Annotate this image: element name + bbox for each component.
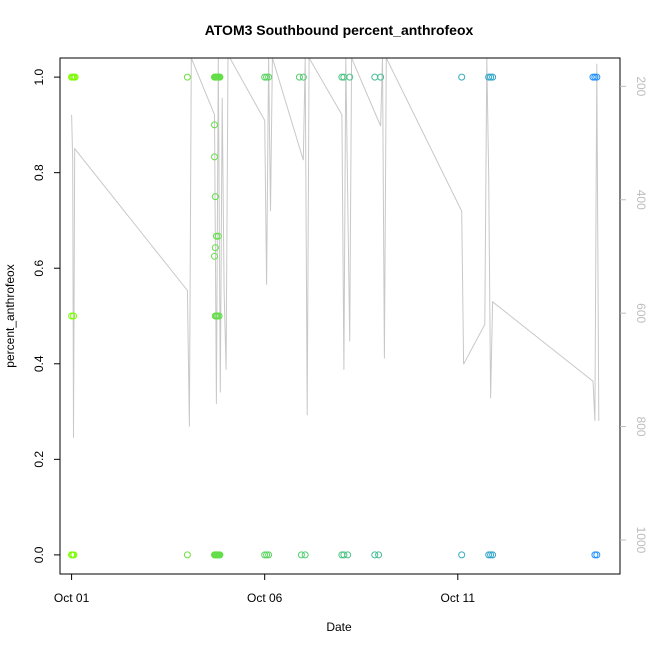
data-point: [593, 73, 601, 81]
data-point: [265, 73, 273, 81]
data-point: [68, 312, 76, 320]
data-point: [458, 73, 466, 81]
data-point: [591, 551, 599, 559]
data-point: [70, 312, 77, 320]
depth-line: [71, 58, 600, 438]
right-tick-label: 400: [634, 190, 648, 210]
right-tick-label: 800: [634, 417, 648, 437]
data-point: [216, 73, 224, 81]
right-tick-label: 200: [634, 76, 648, 96]
data-point: [591, 73, 599, 81]
data-point: [489, 551, 497, 559]
data-point: [487, 73, 495, 81]
data-point: [211, 153, 218, 161]
x-tick-label: Oct 01: [54, 591, 90, 605]
data-point: [211, 121, 218, 129]
data-point: [261, 551, 269, 559]
data-point: [211, 244, 219, 252]
data-point: [344, 551, 352, 559]
data-point: [371, 551, 379, 559]
data-point: [485, 73, 493, 81]
data-point: [377, 73, 385, 81]
data-point: [589, 73, 597, 81]
chart-title: ATOM3 Southbound percent_anthrofeox: [205, 22, 474, 38]
y-tick-label: 0.6: [32, 260, 46, 277]
data-point: [70, 551, 78, 559]
data-point: [301, 551, 309, 559]
data-point: [371, 73, 379, 81]
right-tick-label: 1000: [634, 527, 648, 554]
right-tick-label: 600: [634, 303, 648, 323]
data-point: [211, 193, 219, 201]
data-point: [263, 551, 271, 559]
plot-frame: [59, 57, 621, 575]
data-point: [183, 73, 191, 81]
data-point: [338, 73, 346, 81]
data-point: [212, 232, 220, 240]
y-tick-label: 1.0: [32, 68, 46, 85]
plot-area: [68, 58, 601, 559]
data-point: [487, 551, 495, 559]
y-tick-label: 0.2: [32, 451, 46, 468]
y-tick-label: 0.4: [32, 355, 46, 372]
data-point: [346, 73, 354, 81]
x-tick-label: Oct 11: [441, 591, 476, 605]
data-point: [485, 551, 493, 559]
data-point: [375, 551, 383, 559]
y-tick-label: 0.0: [32, 546, 46, 563]
data-point: [593, 551, 601, 559]
data-point: [211, 252, 218, 260]
data-point: [261, 73, 269, 81]
data-point: [297, 551, 305, 559]
data-point: [183, 551, 191, 559]
data-point: [265, 551, 273, 559]
data-point: [458, 551, 466, 559]
data-point: [340, 551, 348, 559]
data-point: [214, 232, 222, 240]
x-tick-label: Oct 06: [247, 591, 283, 605]
axes: Oct 01 Oct 06 Oct 11 0.0 0.2 0.4 0.6 0.8 1.0 200 4…: [32, 68, 648, 605]
data-point: [489, 73, 497, 81]
data-point: [263, 73, 271, 81]
data-point: [295, 73, 303, 81]
data-point: [216, 551, 224, 559]
y-axis-label: percent_anthrofeox: [3, 264, 17, 367]
data-point: [71, 73, 79, 81]
data-point: [299, 73, 307, 81]
data-point: [215, 312, 223, 320]
y-tick-label: 0.8: [32, 164, 46, 181]
x-axis-label: Date: [326, 620, 352, 634]
